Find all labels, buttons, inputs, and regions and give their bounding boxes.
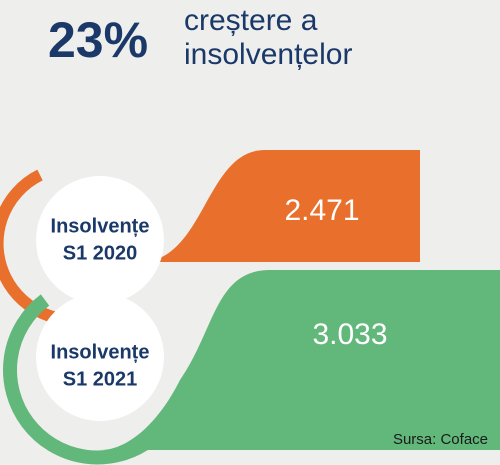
circle-2021 bbox=[36, 293, 164, 421]
item-label: S1 2020 bbox=[63, 242, 138, 264]
circle-2020 bbox=[36, 176, 164, 304]
headline-figure: 23% bbox=[48, 12, 148, 68]
headline-text: creștere a bbox=[184, 4, 318, 37]
item-value: 2.471 bbox=[284, 194, 359, 227]
band-2021 bbox=[100, 270, 500, 450]
source: Sursa: Coface bbox=[393, 431, 488, 448]
item-label: S1 2021 bbox=[63, 368, 138, 390]
item-label: Insolvențe bbox=[51, 341, 150, 363]
headline-text: insolvențelor bbox=[184, 38, 352, 71]
item-value: 3.033 bbox=[312, 318, 387, 351]
item-label: Insolvențe bbox=[51, 215, 150, 237]
band-2020 bbox=[140, 150, 420, 262]
arc-2021 bbox=[3, 294, 155, 465]
